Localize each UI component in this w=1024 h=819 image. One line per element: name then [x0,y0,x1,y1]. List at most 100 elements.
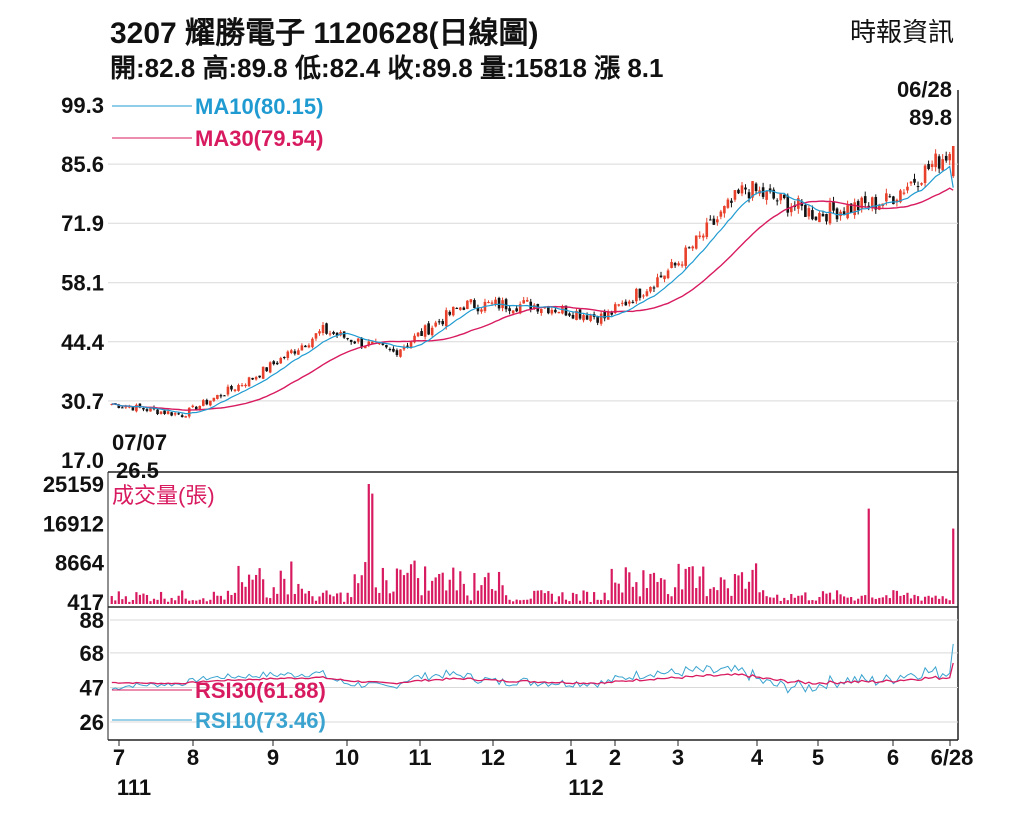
volume-bar [793,597,796,604]
volume-bar [448,579,451,604]
candle-body [821,213,825,217]
candle-body [504,299,508,310]
candle-body [944,155,948,161]
volume-bar [357,583,360,604]
candle-body [297,350,300,355]
volume-bar [328,594,332,604]
candle-body [244,384,247,387]
candle-body [934,153,937,168]
volume-tick-label: 8664 [55,551,105,576]
candle-body [807,208,811,217]
candle-body [547,306,550,314]
volume-bar [846,597,849,604]
volume-bar [424,566,427,604]
candle-body [937,156,941,169]
candle-body [300,345,304,351]
volume-bar [751,569,754,604]
volume-bar [276,593,279,604]
candle-body [680,264,684,266]
candle-body [701,235,705,238]
volume-bar [307,590,311,604]
candle-body [212,397,216,401]
quote-summary: 開:82.8 高:89.8 低:82.4 收:89.8 量:15818 漲 8.… [110,53,664,83]
candle-body [191,405,195,408]
candle-body [307,345,311,348]
volume-bar [927,595,930,604]
x-tick-label: 4 [751,745,764,770]
candle-body [522,300,525,304]
volume-bar [455,590,458,604]
volume-bar [909,598,913,604]
volume-bar [850,597,853,604]
volume-bar [716,590,719,604]
volume-bar [501,585,504,604]
volume-bar [378,592,381,604]
volume-bar [762,590,765,604]
candle-body [673,263,677,266]
x-tick-label: 1 [565,745,577,770]
candle-body [473,300,476,308]
volume-bar [656,581,659,604]
volume-bar [575,594,578,604]
volume-bar [681,589,684,604]
x-tick-label: 3 [672,745,684,770]
volume-bar [445,590,448,604]
volume-bar [600,599,603,604]
candle-body [870,197,874,209]
volume-bar [209,599,212,604]
volume-bar [487,572,490,604]
candle-body [779,193,783,201]
low-date-label: 07/07 [112,430,167,455]
volume-bar [385,580,388,604]
volume-bar [251,579,254,604]
candle-body [268,362,272,373]
candle-body [811,210,814,220]
volume-bar [508,599,511,604]
candle-body [842,211,846,216]
price-tick-label: 30.7 [61,389,104,414]
candle-body [719,211,723,217]
candle-body [948,154,952,161]
candle-body [624,301,628,306]
candle-body [451,306,455,316]
candle-body [814,216,818,220]
candle-body [363,346,367,349]
candle-body [247,377,251,387]
volume-bar [638,596,641,604]
volume-bar [515,599,518,604]
volume-bar [434,577,437,604]
candle-body [906,186,909,191]
candle-body [550,309,554,314]
volume-bar [272,587,275,604]
rsi-y-axis: 88 68 47 26 [80,608,104,735]
volume-bar [124,596,127,604]
volume-bar [899,595,902,604]
x-tick-label: 11 [408,745,431,770]
candle-body [902,192,906,194]
candle-body [589,315,592,321]
volume-bar [360,575,363,604]
candle-body [216,394,219,399]
volume-bar [631,586,634,604]
volume-bar [878,597,881,604]
candle-body [240,385,244,387]
candle-body [455,308,459,310]
volume-bar [536,590,539,604]
volume-bar [652,572,656,604]
candle-body [684,247,687,266]
candle-body [508,308,511,312]
candle-body [430,327,434,336]
volume-bar [554,601,557,604]
candle-body [142,408,145,410]
volume-bar [522,599,525,604]
candle-body [849,203,853,213]
volume-bar [286,594,289,604]
ma30-line [111,187,954,411]
volume-bar [290,561,293,604]
volume-bar [589,601,592,604]
volume-bar [740,572,744,604]
volume-bar [952,528,955,604]
volume-bar [666,594,670,604]
volume-bar [255,574,258,604]
candle-body [226,386,230,395]
